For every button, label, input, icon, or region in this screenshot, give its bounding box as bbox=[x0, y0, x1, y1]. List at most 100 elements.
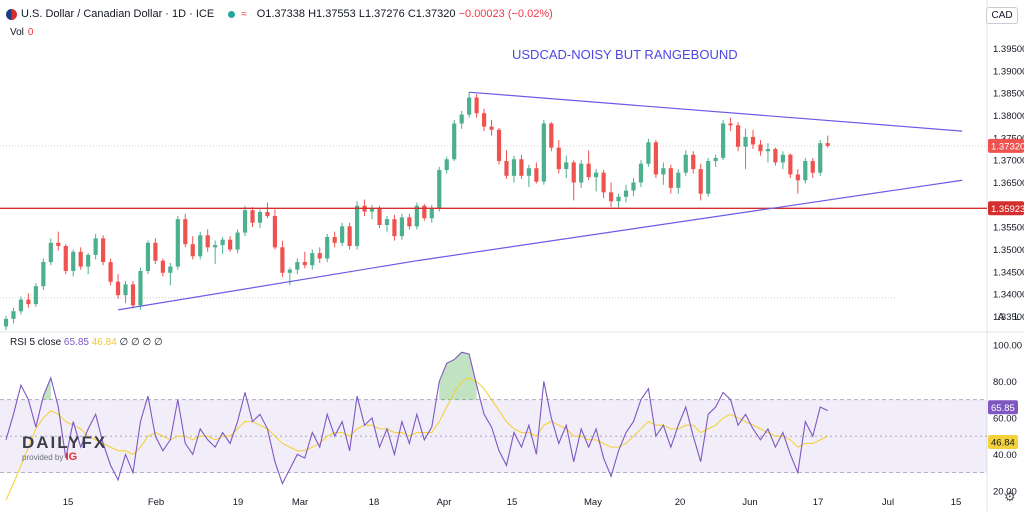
gear-icon[interactable]: ⚙ bbox=[1004, 489, 1016, 504]
date-tick-label: 20 bbox=[675, 497, 686, 508]
candle-up bbox=[414, 205, 419, 227]
rsi-tick-label: 100.00 bbox=[993, 341, 1022, 352]
rsi-legend: RSI 5 close 65.85 46.84 ∅ ∅ ∅ ∅ bbox=[10, 337, 163, 348]
candle-up bbox=[743, 136, 748, 147]
candle-up bbox=[295, 262, 300, 270]
candle-down bbox=[422, 205, 427, 219]
logo-name: DAILYFX bbox=[22, 433, 108, 452]
high-value: H1.37553 bbox=[308, 8, 356, 20]
candle-up bbox=[437, 169, 442, 209]
candle-up bbox=[354, 205, 360, 246]
candle-down bbox=[130, 284, 136, 306]
date-tick-label: 17 bbox=[813, 497, 824, 508]
candle-up bbox=[71, 251, 76, 271]
rsi-label: RSI 5 close bbox=[10, 337, 62, 348]
auto-scale-button[interactable]: A bbox=[997, 312, 1005, 323]
date-tick-label: 15 bbox=[507, 497, 518, 508]
candle-down bbox=[504, 161, 509, 176]
chart-header: U.S. Dollar / Canadian Dollar · 1D · ICE… bbox=[6, 8, 553, 20]
candle-up bbox=[18, 299, 24, 312]
candle-down bbox=[481, 113, 487, 127]
date-tick-label: Apr bbox=[437, 497, 452, 508]
candle-down bbox=[773, 148, 778, 163]
price-tick-label: 1.37000 bbox=[993, 156, 1024, 167]
currency-button[interactable]: CAD bbox=[986, 7, 1018, 24]
candle-down bbox=[392, 219, 397, 237]
candle-up bbox=[3, 318, 9, 327]
candle-up bbox=[683, 154, 688, 173]
price-tick-label: 1.38500 bbox=[993, 89, 1024, 100]
candle-down bbox=[758, 144, 763, 152]
candle-up bbox=[384, 219, 390, 225]
candle-up bbox=[564, 162, 569, 170]
price-tick-label: 1.36500 bbox=[993, 178, 1024, 189]
candle-down bbox=[63, 245, 68, 271]
candle-down bbox=[556, 147, 561, 170]
candle-up bbox=[257, 212, 263, 223]
candle-up bbox=[594, 172, 599, 178]
candle-up bbox=[638, 163, 644, 183]
candle-up bbox=[631, 182, 636, 191]
candle-up bbox=[623, 190, 629, 197]
candle-down bbox=[101, 238, 106, 263]
compare-icon: ≈ bbox=[241, 8, 247, 20]
candle-up bbox=[541, 123, 546, 182]
candle-down bbox=[788, 154, 793, 175]
candle-up bbox=[459, 114, 464, 124]
ohlc-values: O1.37338 H1.37553 L1.37276 C1.37320 −0.0… bbox=[257, 8, 553, 20]
candle-down bbox=[474, 97, 479, 114]
rsi-ma-value: 46.84 bbox=[91, 337, 117, 348]
price-tick-label: 1.37500 bbox=[993, 133, 1024, 144]
candle-down bbox=[56, 242, 61, 246]
open-value: O1.37338 bbox=[256, 8, 306, 20]
rsi-value-label: 65.85 bbox=[991, 403, 1015, 414]
volume-label: Vol bbox=[10, 27, 24, 38]
log-scale-button[interactable]: L bbox=[1014, 312, 1020, 323]
support-price-label: 1.35923 bbox=[991, 204, 1024, 215]
price-tick-label: 1.34000 bbox=[993, 290, 1024, 301]
trend-line bbox=[469, 91, 963, 132]
rsi-ma-value-label-bg bbox=[988, 434, 1018, 449]
candle-down bbox=[280, 247, 285, 273]
candle-up bbox=[235, 232, 240, 250]
candle-down bbox=[534, 168, 539, 182]
candle-up bbox=[803, 161, 808, 181]
candle-down bbox=[698, 169, 703, 194]
symbol-title[interactable]: U.S. Dollar / Canadian Dollar · 1D · ICE bbox=[21, 8, 215, 20]
candle-down bbox=[160, 260, 165, 273]
rsi-overbought-fill bbox=[439, 352, 477, 400]
date-tick-label: May bbox=[584, 497, 602, 508]
price-tick-label: 1.39000 bbox=[993, 66, 1024, 77]
rsi-tick-label: 20.00 bbox=[993, 486, 1017, 497]
candle-up bbox=[220, 239, 225, 246]
candle-down bbox=[810, 161, 815, 173]
candle-up bbox=[526, 168, 531, 176]
candle-up bbox=[340, 226, 345, 243]
dailyfx-logo: DAILYFX provided by IG bbox=[22, 433, 107, 463]
candle-down bbox=[377, 208, 382, 225]
volume-legend: Vol 0 bbox=[10, 27, 33, 38]
rsi-ma-value-label: 46.84 bbox=[991, 437, 1015, 448]
candle-down bbox=[735, 125, 741, 147]
trend-line bbox=[117, 260, 417, 311]
candle-up bbox=[213, 245, 218, 248]
candle-down bbox=[228, 239, 233, 250]
candle-up bbox=[93, 238, 98, 255]
price-tick-label: 1.35000 bbox=[993, 245, 1024, 256]
candle-down bbox=[519, 159, 524, 176]
candle-up bbox=[310, 253, 315, 266]
candle-down bbox=[153, 242, 158, 261]
market-open-dot-icon bbox=[228, 10, 236, 18]
candle-up bbox=[399, 217, 405, 237]
candle-up bbox=[369, 208, 375, 212]
candle-down bbox=[571, 162, 576, 183]
candle-down bbox=[302, 262, 307, 266]
candle-down bbox=[601, 172, 606, 193]
candle-up bbox=[646, 142, 651, 164]
candle-up bbox=[818, 143, 823, 173]
candle-down bbox=[26, 299, 31, 305]
candle-up bbox=[721, 123, 726, 158]
low-value: L1.37276 bbox=[358, 8, 405, 20]
candle-up bbox=[452, 123, 457, 160]
